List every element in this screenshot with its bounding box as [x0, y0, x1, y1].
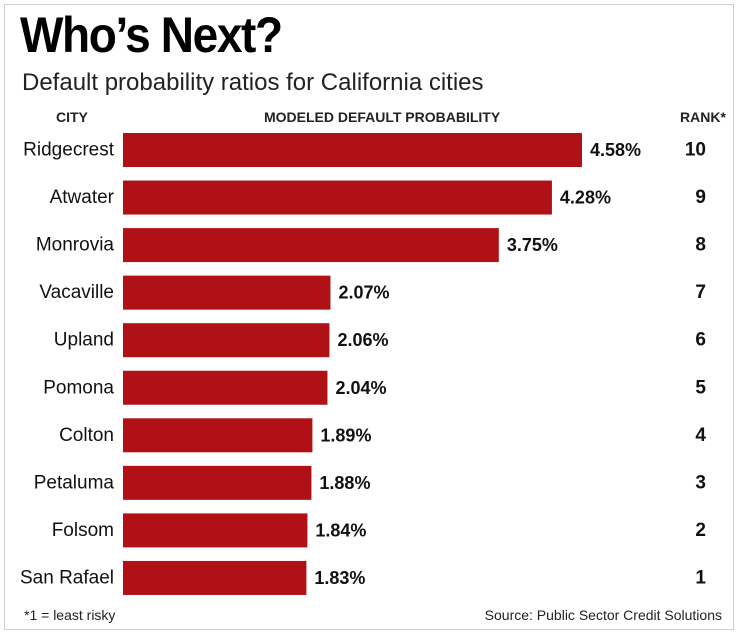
rank-label: 7: [695, 282, 706, 303]
rank-label: 2: [695, 520, 706, 541]
category-label: Upland: [54, 330, 114, 351]
rank-label: 6: [695, 330, 706, 351]
bar-vacaville: [123, 275, 331, 310]
rank-label: 9: [695, 187, 706, 208]
bar-atwater: [123, 180, 552, 215]
category-label: Ridgecrest: [23, 140, 115, 161]
value-label: 2.04%: [335, 378, 386, 398]
category-label: San Rafael: [20, 567, 114, 588]
bar-ridgecrest: [123, 133, 582, 167]
rank-label: 8: [695, 235, 706, 256]
bar-monrovia: [123, 228, 499, 263]
footnote: *1 = least risky: [24, 607, 116, 623]
value-label: 1.89%: [320, 425, 371, 445]
bar-san-rafael: [123, 560, 307, 595]
category-label: Colton: [59, 425, 114, 446]
rank-label: 10: [685, 140, 706, 161]
rank-label: 5: [695, 377, 706, 398]
bar-pomona: [123, 370, 328, 405]
category-label: Folsom: [52, 520, 114, 541]
rank-label: 1: [695, 567, 706, 588]
category-label: Monrovia: [36, 235, 115, 256]
value-label: 2.06%: [337, 330, 388, 350]
category-label: Atwater: [50, 187, 115, 208]
category-label: Petaluma: [34, 472, 115, 493]
bar-petaluma: [123, 465, 312, 500]
value-label: 4.58%: [590, 140, 641, 160]
column-header-rank: RANK*: [680, 109, 726, 125]
bar-folsom: [123, 513, 308, 548]
value-label: 1.84%: [315, 520, 366, 540]
category-label: Vacaville: [39, 282, 114, 303]
chart-title: Who’s Next?: [20, 7, 283, 63]
column-header-probability: MODELED DEFAULT PROBABILITY: [264, 109, 501, 125]
value-label: 1.88%: [319, 473, 370, 493]
category-label: Pomona: [43, 377, 114, 398]
value-label: 2.07%: [338, 283, 389, 303]
value-label: 4.28%: [560, 188, 611, 208]
rank-label: 4: [695, 425, 706, 446]
bar-upland: [123, 323, 330, 358]
bar-colton: [123, 418, 313, 453]
source-note: Source: Public Sector Credit Solutions: [484, 607, 722, 623]
rank-label: 3: [695, 472, 706, 493]
chart-subtitle: Default probability ratios for Californi…: [22, 69, 484, 96]
column-header-city: CITY: [56, 109, 88, 125]
value-label: 3.75%: [507, 235, 558, 255]
value-label: 1.83%: [314, 568, 365, 588]
